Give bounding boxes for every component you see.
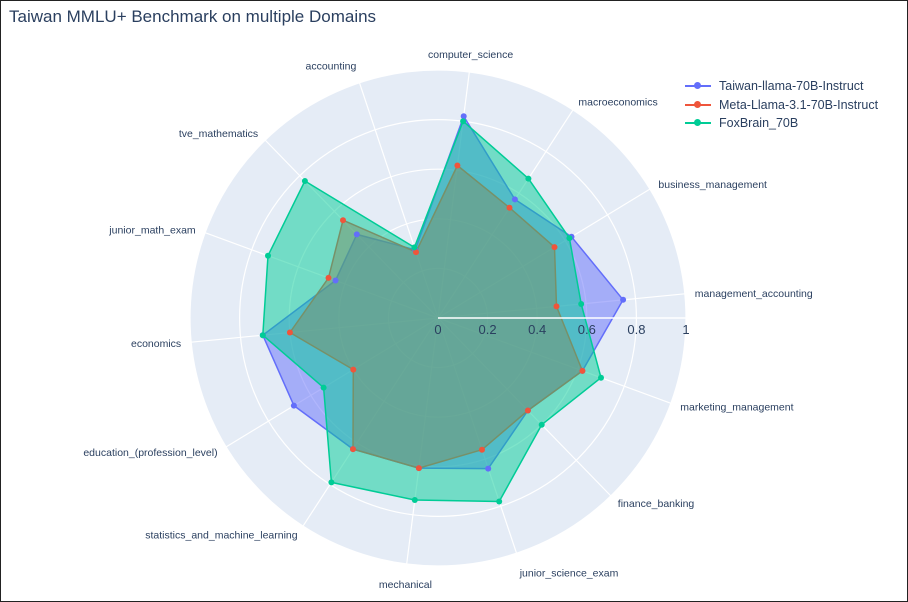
data-point[interactable]	[485, 465, 492, 472]
legend: Taiwan-llama-70B-Instruct Meta-Llama-3.1-…	[683, 77, 878, 133]
data-point[interactable]	[353, 231, 360, 238]
data-point[interactable]	[460, 113, 467, 120]
data-point[interactable]	[506, 204, 513, 211]
category-label: economics	[131, 338, 181, 350]
data-point[interactable]	[340, 217, 346, 224]
data-point[interactable]	[328, 479, 335, 486]
data-point[interactable]	[350, 446, 356, 453]
data-point[interactable]	[325, 274, 332, 281]
category-label: junior_math_exam	[108, 224, 196, 236]
data-point[interactable]	[301, 178, 308, 184]
category-label: education_(profession_level)	[83, 447, 217, 459]
data-point[interactable]	[320, 384, 327, 391]
data-point[interactable]	[579, 367, 586, 374]
data-point[interactable]	[411, 244, 418, 251]
chart-title: Taiwan MMLU+ Benchmark on multiple Domai…	[9, 7, 377, 26]
legend-item[interactable]: Taiwan-llama-70B-Instruct	[683, 77, 878, 96]
data-point[interactable]	[620, 296, 627, 303]
category-label: management_accounting	[695, 288, 813, 300]
legend-item[interactable]: FoxBrain_70B	[683, 114, 878, 133]
data-point[interactable]	[415, 465, 422, 472]
data-point[interactable]	[578, 301, 585, 307]
radial-tick-label: 0.6	[578, 322, 596, 337]
category-label: tve_mathematics	[179, 128, 258, 140]
radial-tick-label: 0.8	[627, 322, 645, 337]
category-label: statistics_and_machine_learning	[145, 529, 298, 541]
data-point[interactable]	[332, 277, 339, 284]
category-label: accounting	[306, 60, 357, 72]
legend-label: FoxBrain_70B	[719, 116, 799, 131]
legend-swatch	[683, 99, 713, 111]
data-point[interactable]	[525, 175, 532, 182]
legend-label: Meta-Llama-3.1-70B-Instruct	[719, 97, 879, 112]
data-point[interactable]	[496, 498, 503, 505]
radial-tick-label: 0	[434, 322, 441, 337]
data-point[interactable]	[454, 162, 461, 169]
data-point[interactable]	[290, 402, 297, 409]
category-label: finance_banking	[618, 498, 695, 510]
data-point[interactable]	[479, 446, 485, 453]
category-label: business_management	[658, 179, 767, 191]
data-point[interactable]	[551, 244, 558, 251]
category-label: macroeconomics	[578, 97, 657, 109]
data-point[interactable]	[460, 118, 467, 125]
data-point[interactable]	[524, 407, 531, 414]
series-group	[259, 113, 627, 505]
data-point[interactable]	[538, 421, 545, 428]
data-point[interactable]	[265, 252, 271, 259]
data-point[interactable]	[598, 374, 604, 381]
data-point[interactable]	[413, 249, 419, 256]
category-label: marketing_management	[680, 402, 793, 414]
data-point[interactable]	[566, 235, 573, 242]
data-point[interactable]	[259, 332, 266, 339]
category-label: computer_science	[428, 49, 513, 61]
legend-swatch	[683, 117, 713, 129]
data-point[interactable]	[553, 303, 560, 310]
legend-item[interactable]: Meta-Llama-3.1-70B-Instruct	[683, 96, 878, 115]
data-point[interactable]	[511, 196, 518, 203]
radial-tick-label: 0.4	[528, 322, 546, 337]
data-point[interactable]	[411, 497, 418, 503]
data-point[interactable]	[350, 366, 357, 373]
radial-tick-label: 0.2	[479, 322, 497, 337]
category-label: junior_science_exam	[519, 568, 619, 580]
legend-label: Taiwan-llama-70B-Instruct	[719, 79, 864, 94]
legend-swatch	[683, 80, 713, 92]
data-point[interactable]	[286, 329, 293, 336]
radial-tick-label: 1	[682, 322, 689, 337]
category-label: mechanical	[379, 579, 432, 591]
